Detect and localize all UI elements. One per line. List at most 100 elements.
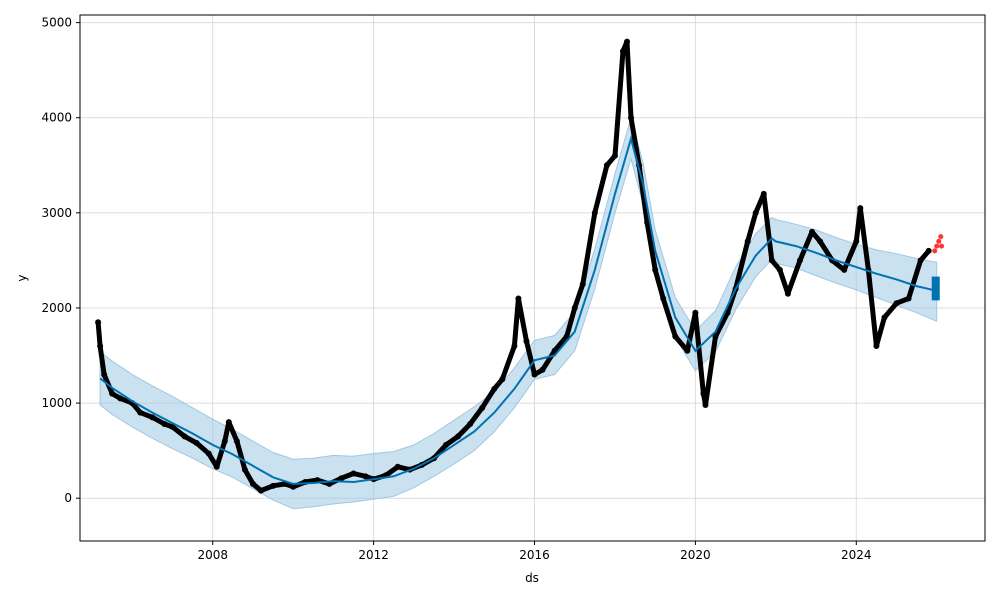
observed-point [853, 238, 860, 245]
observed-point [491, 385, 498, 392]
observed-point [784, 290, 791, 297]
observed-points [95, 38, 932, 494]
forecast-trace [99, 134, 937, 485]
recent-actual-points [932, 234, 945, 254]
x-axis-ticks: 2008 2012 2016 2020 2024 [197, 541, 872, 562]
x-axis-label: ds [525, 571, 539, 585]
observed-point [149, 414, 156, 421]
observed-point [628, 114, 635, 121]
observed-point [857, 205, 864, 212]
observed-point [796, 257, 803, 264]
observed-point [917, 257, 924, 264]
observed-point [290, 483, 297, 490]
recent-actual-point [932, 248, 938, 254]
y-axis-label: y [15, 274, 29, 281]
recent-actual-point [938, 234, 944, 240]
x-tick-label: 2020 [680, 548, 711, 562]
observed-point [249, 480, 256, 487]
observed-point [213, 463, 220, 470]
observed-point [768, 257, 775, 264]
y-tick-label: 4000 [41, 111, 72, 125]
observed-trace [95, 39, 932, 494]
observed-point [700, 390, 707, 397]
recent-actual-point [939, 243, 945, 249]
observed-point [270, 482, 277, 489]
observed-point [523, 338, 530, 345]
observed-point [95, 319, 102, 326]
plot-frame [79, 14, 986, 542]
observed-point [652, 266, 659, 273]
observed-point [841, 266, 848, 273]
observed-point [455, 433, 462, 440]
uncertainty-band [99, 115, 938, 510]
observed-point [97, 343, 104, 350]
y-tick-label: 1000 [41, 396, 72, 410]
observed-point [258, 487, 264, 494]
y-tick-label: 3000 [41, 206, 72, 220]
observed-point [624, 38, 631, 45]
observed-point [692, 309, 699, 316]
observed-point [539, 366, 546, 373]
observed-point [776, 266, 783, 273]
interval-area [99, 115, 938, 510]
observed-point [660, 295, 667, 302]
observed-point [193, 440, 200, 447]
observed-point [905, 295, 912, 302]
observed-point [925, 247, 932, 254]
observed-point [515, 295, 522, 302]
observed-point [443, 441, 450, 448]
observed-point [531, 371, 538, 378]
observed-point [350, 470, 357, 477]
x-tick-label: 2016 [519, 548, 550, 562]
observed-point [620, 48, 626, 55]
observed-point [117, 395, 124, 402]
observed-point [579, 281, 586, 288]
observed-point [394, 463, 401, 470]
y-axis-ticks: 0 1000 2000 3000 4000 5000 [41, 16, 80, 505]
y-tick-label: 2000 [41, 301, 72, 315]
observed-point [241, 466, 248, 473]
observed-point [338, 475, 345, 482]
recent-actual-point [934, 243, 940, 249]
observed-point [362, 473, 369, 480]
observed-point [672, 333, 679, 340]
observed-point [603, 162, 610, 169]
forecast-line [99, 134, 940, 485]
observed-point [712, 333, 719, 340]
x-tick-label: 2024 [841, 548, 872, 562]
observed-point [169, 423, 176, 430]
observed-point [109, 390, 116, 397]
observed-point [760, 190, 767, 197]
x-tick-label: 2012 [358, 548, 389, 562]
observed-point [221, 438, 228, 445]
x-tick-label: 2008 [197, 548, 228, 562]
observed-point [571, 304, 578, 311]
observed-point [809, 228, 816, 235]
observed-point [644, 219, 651, 226]
observed-point [591, 209, 598, 216]
y-tick-label: 5000 [41, 16, 72, 30]
observed-point [611, 152, 618, 159]
observed-point [467, 421, 474, 428]
observed-point [511, 343, 518, 350]
observed-point [233, 438, 240, 445]
recent-actual-point [936, 238, 942, 244]
forecast-tail-points [931, 276, 940, 301]
observed-point [817, 238, 824, 245]
observed-point [101, 371, 108, 378]
y-tick-label: 0 [64, 491, 72, 505]
observed-point [893, 300, 900, 307]
observed-point [744, 238, 751, 245]
observed-point [479, 404, 486, 411]
observed-point [702, 401, 709, 408]
observed-point [225, 419, 232, 426]
observed-point [684, 347, 691, 354]
observed-point [881, 314, 888, 321]
observed-point [499, 376, 506, 383]
observed-point [161, 421, 168, 428]
observed-point [205, 450, 212, 457]
observed-point [181, 433, 188, 440]
observed-point [752, 209, 759, 216]
